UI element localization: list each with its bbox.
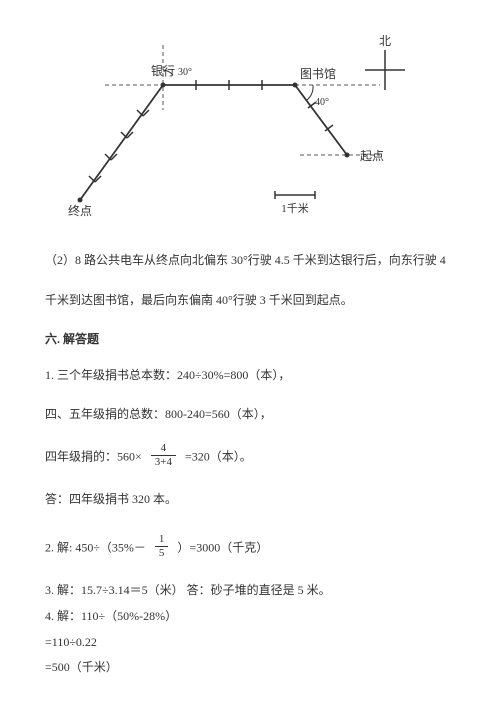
answer2-line1: （2）8 路公共电车从终点向北偏东 30°行驶 4.5 千米到达银行后，向东行驶… bbox=[45, 250, 455, 272]
seg-library-start bbox=[295, 85, 347, 155]
q1c-frac-den: 3+4 bbox=[151, 456, 176, 469]
q2-post: ）=3000（千克） bbox=[177, 540, 268, 554]
q2-pre: 2. 解: 450÷（35%－ bbox=[45, 540, 146, 554]
answer2-line2: 千米到达图书馆，最后向东偏南 40°行驶 3 千米回到起点。 bbox=[45, 290, 455, 312]
q1-line-d: 答：四年级捐书 320 本。 bbox=[45, 489, 455, 511]
label-startpoint: 起点 bbox=[360, 149, 384, 163]
q1c-frac-num: 4 bbox=[151, 442, 176, 456]
point-endpoint bbox=[78, 198, 83, 203]
q2-frac-den: 5 bbox=[155, 547, 169, 560]
compass-north-label: 北 bbox=[379, 34, 391, 48]
label-angle2: 40° bbox=[315, 97, 329, 108]
q4-line-b: =110÷0.22 bbox=[45, 632, 455, 654]
q2-frac-num: 1 bbox=[155, 533, 169, 547]
q1c-post: =320（本）。 bbox=[185, 449, 252, 463]
compass-icon: 北 bbox=[365, 34, 405, 90]
label-library: 图书馆 bbox=[300, 66, 336, 81]
q4-line-c: =500（千米） bbox=[45, 657, 455, 679]
q2-line: 2. 解: 450÷（35%－ 1 5 ）=3000（千克） bbox=[45, 535, 455, 562]
section-6-title: 六. 解答题 bbox=[45, 329, 455, 351]
scale-label: 1千米 bbox=[281, 202, 309, 215]
label-angle1: 30° bbox=[178, 67, 192, 78]
point-bank bbox=[161, 83, 166, 88]
q2-fraction: 1 5 bbox=[155, 533, 169, 560]
q4-line-a: 4. 解：110÷（50%-28%） bbox=[45, 606, 455, 628]
angle-library-arc bbox=[307, 85, 313, 100]
label-bank: 银行 bbox=[151, 64, 175, 78]
scale-bar: 1千米 bbox=[275, 191, 315, 215]
point-start bbox=[345, 153, 350, 158]
q1-line-c: 四年级捐的：560× 4 3+4 =320（本）。 bbox=[45, 444, 455, 471]
route-diagram: 北 bbox=[45, 30, 455, 230]
seg-end-bank bbox=[80, 85, 163, 200]
label-endpoint: 终点 bbox=[68, 203, 92, 218]
diagram-svg: 北 bbox=[45, 30, 455, 230]
q1-line-b: 四、五年级捐的总数：800-240=560（本）， bbox=[45, 404, 455, 426]
q1c-pre: 四年级捐的：560× bbox=[45, 449, 142, 463]
point-library bbox=[293, 83, 298, 88]
q1-line-a: 1. 三个年级捐书总本数：240÷30%=800（本）， bbox=[45, 365, 455, 387]
q1c-fraction: 4 3+4 bbox=[151, 442, 176, 469]
q3-line: 3. 解：15.7÷3.14＝5（米） 答：砂子堆的直径是 5 米。 bbox=[45, 580, 455, 602]
